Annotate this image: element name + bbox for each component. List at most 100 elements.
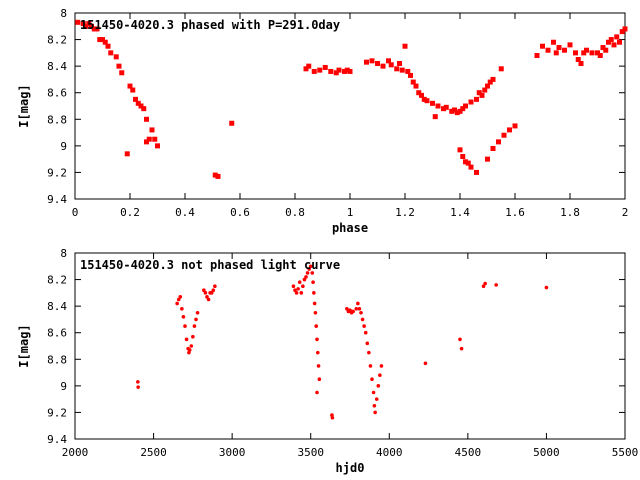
top-data-point (575, 57, 581, 62)
top-data-point (600, 45, 606, 51)
top-data-point (479, 92, 485, 98)
top-x-tick-label: 2 (622, 206, 629, 219)
top-data-point (603, 47, 609, 53)
bottom-data-point (184, 337, 189, 342)
top-data-point (328, 68, 334, 74)
top-x-tick-label: 1.8 (560, 206, 580, 219)
top-data-point (485, 156, 490, 162)
top-data-point (567, 42, 573, 48)
top-data-point (622, 26, 628, 32)
bottom-plot-frame (74, 252, 626, 440)
bottom-data-point (458, 337, 462, 342)
top-data-point (108, 50, 114, 56)
bottom-data-point (365, 341, 370, 346)
top-data-point (606, 39, 611, 45)
top-data-point (80, 21, 86, 27)
bottom-x-tick-label: 5000 (533, 446, 560, 459)
top-data-point (149, 127, 155, 133)
top-data-point (562, 47, 567, 53)
top-data-point (449, 108, 455, 114)
top-data-point (463, 103, 468, 109)
bottom-data-point (360, 317, 365, 322)
top-x-tick-label: 1.2 (395, 206, 415, 219)
bottom-data-point (202, 288, 206, 293)
bottom-data-point (176, 297, 181, 302)
top-data-point (303, 66, 309, 72)
bottom-data-point (368, 364, 373, 368)
bottom-data-point (136, 385, 140, 389)
top-data-point (380, 63, 386, 69)
top-data-point (113, 54, 119, 60)
bottom-data-point (203, 291, 208, 295)
top-data-point (83, 23, 89, 29)
bottom-x-tick-label: 4000 (376, 446, 403, 459)
bottom-data-point (189, 344, 194, 348)
bottom-y-tick-label: 9 (60, 380, 67, 393)
bottom-y-tick-label: 9.2 (47, 406, 67, 419)
bottom-data-point (379, 364, 384, 368)
top-data-point (490, 146, 496, 152)
top-data-point (578, 60, 584, 66)
top-data-point (138, 103, 144, 109)
top-data-point (333, 70, 339, 76)
top-data-point (584, 47, 589, 53)
bottom-data-point (211, 288, 216, 293)
top-data-point (474, 96, 479, 102)
top-data-point (375, 60, 380, 66)
top-data-point (452, 107, 457, 113)
top-data-point (402, 43, 408, 49)
bottom-data-point (291, 284, 296, 289)
bottom-data-point (311, 280, 315, 285)
bottom-y-axis-title: I[mag] (17, 324, 31, 367)
top-data-point (152, 136, 158, 142)
top-data-point (317, 67, 323, 73)
top-x-tick-label: 0.4 (175, 206, 195, 219)
top-x-tick-label: 1.6 (505, 206, 525, 219)
top-data-point (130, 87, 136, 93)
top-data-point (597, 53, 603, 59)
top-data-point (432, 114, 438, 120)
top-data-point (410, 79, 416, 85)
top-data-point (556, 45, 562, 51)
bottom-data-point (195, 310, 200, 315)
top-data-point (482, 87, 488, 93)
top-plot-frame (74, 12, 626, 200)
bottom-data-point (191, 334, 195, 339)
top-data-point (75, 19, 81, 25)
top-x-tick-label: 0.8 (285, 206, 305, 219)
bottom-data-point (310, 271, 315, 275)
top-data-point (457, 108, 463, 114)
top-data-point (416, 90, 422, 96)
bottom-data-point (345, 307, 349, 311)
top-data-point (487, 79, 493, 85)
top-data-point (388, 62, 394, 68)
top-x-tick-label: 0 (72, 206, 79, 219)
top-data-point (119, 70, 125, 76)
bottom-data-point (351, 309, 355, 314)
top-data-point (124, 151, 130, 157)
top-x-tick-label: 0.6 (230, 206, 250, 219)
bottom-data-point (299, 291, 304, 295)
bottom-data-point (367, 350, 371, 355)
top-data-point (540, 43, 545, 49)
bottom-data-point (209, 291, 214, 295)
top-data-point (608, 37, 614, 43)
top-x-axis-title: phase (332, 221, 368, 235)
top-data-point (91, 26, 97, 32)
top-data-point (116, 63, 122, 69)
bottom-data-point (356, 301, 360, 306)
top-data-point (369, 58, 375, 64)
bottom-x-tick-label: 4500 (455, 446, 482, 459)
bottom-data-point (423, 361, 428, 366)
top-y-tick-label: 8 (60, 7, 67, 20)
top-data-point (394, 66, 400, 72)
top-data-point (421, 96, 427, 102)
top-data-point (443, 104, 449, 110)
bottom-data-point (181, 314, 186, 319)
bottom-y-tick-label: 9.4 (47, 433, 67, 446)
top-data-point (498, 66, 504, 72)
top-data-point (534, 53, 540, 59)
top-data-point (476, 90, 482, 96)
bottom-y-tick-label: 8.2 (47, 274, 67, 287)
